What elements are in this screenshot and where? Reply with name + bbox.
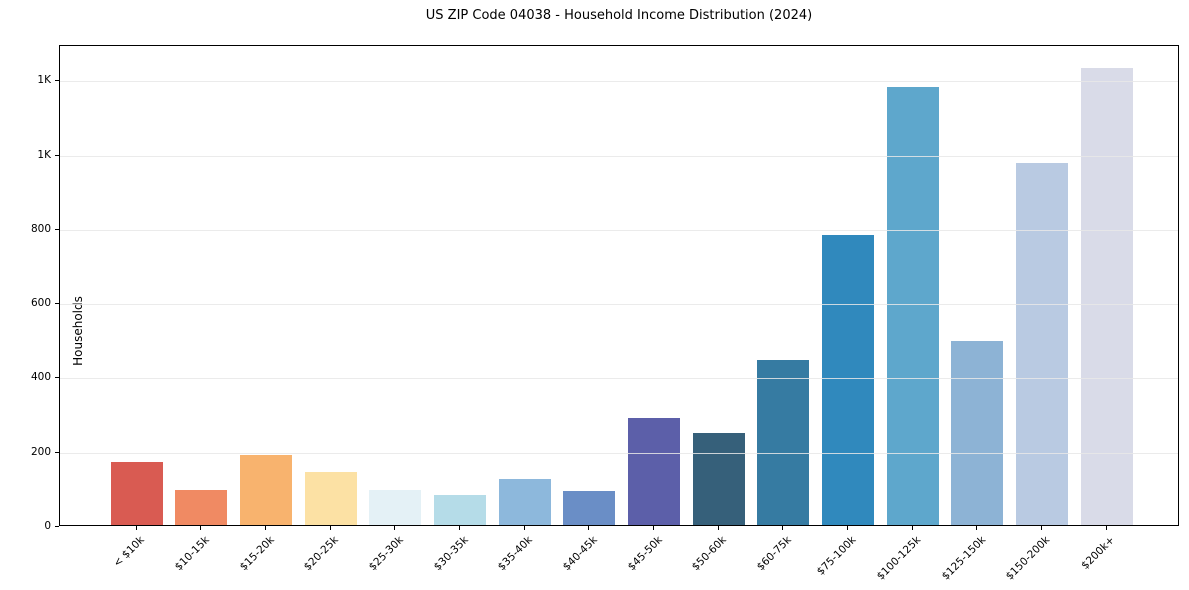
x-tick-label-$10-15k: $10-15k [172, 534, 212, 574]
bar-$40-45k [563, 490, 616, 525]
bar-$30-35k [434, 495, 486, 525]
x-tick-mark-$15-20k [265, 526, 267, 530]
x-tick-mark-$100-125k [911, 526, 913, 530]
bar-$25-30k [369, 489, 422, 525]
x-tick-mark-$30-35k [459, 526, 460, 530]
x-tick-label-$20-25k: $20-25k [302, 534, 342, 574]
x-tick-mark-$10-15k [200, 526, 202, 530]
bar-$20-25k [304, 472, 357, 525]
gridline-400 [60, 378, 1178, 380]
x-tick-label-$75-100k: $75-100k [814, 534, 859, 578]
y-axis-label: Households [71, 296, 85, 366]
bar-$150-200k [1015, 163, 1068, 525]
y-tick-mark-800 [55, 228, 59, 230]
x-tick-mark-$150-200k [1040, 526, 1042, 530]
y-tick-label-800: 800 [30, 222, 51, 235]
bar-$60-75k [757, 360, 810, 525]
bar-$100-125k [886, 87, 939, 525]
x-tick-label-$30-35k: $30-35k [431, 534, 471, 574]
y-tick-mark-0 [55, 526, 59, 527]
x-tick-label-$45-50k: $45-50k [625, 534, 665, 574]
x-tick-mark-$45-50k [652, 526, 654, 530]
y-tick-mark-400 [55, 377, 59, 379]
gridline-200 [60, 452, 1178, 454]
bar-$50-60k [692, 433, 745, 525]
y-tick-label-400: 400 [30, 371, 51, 384]
x-tick-label-$200k+: $200k+ [1079, 534, 1118, 572]
x-tick-label-$15-20k: $15-20k [237, 534, 277, 574]
chart-title: US ZIP Code 04038 - Household Income Dis… [425, 8, 813, 23]
gridline-1200 [60, 81, 1178, 83]
x-tick-mark-$75-100k [846, 526, 848, 530]
x-tick-label-$25-30k: $25-30k [366, 534, 406, 574]
plot-area: Households [59, 45, 1179, 526]
gridline-600 [60, 304, 1178, 306]
bar-$200k+ [1080, 67, 1133, 525]
gridline-800 [60, 229, 1178, 231]
y-tick-label-0: 0 [44, 520, 51, 532]
x-tick-label-$150-200k: $150-200k [1003, 534, 1053, 583]
x-tick-mark-$25-30k [394, 526, 396, 530]
x-tick-label-$40-45k: $40-45k [560, 534, 600, 574]
x-tick-mark-$35-40k [523, 526, 525, 530]
bar-$15-20k [240, 454, 293, 525]
bar-$125-150k [951, 341, 1004, 525]
bar-$10-15k [175, 490, 228, 525]
y-tick-mark-1K [55, 80, 59, 82]
x-tick-mark-< $10k [135, 526, 137, 530]
x-tick-mark-$125-150k [976, 526, 978, 530]
y-tick-mark-1K [55, 154, 59, 156]
y-tick-label-200: 200 [30, 445, 51, 458]
x-tick-label-< $10k: < $10k [111, 534, 148, 570]
x-tick-label-$125-150k: $125-150k [939, 534, 988, 583]
x-tick-label-$50-60k: $50-60k [690, 534, 730, 574]
bar-$35-40k [498, 478, 551, 525]
bar-$45-50k [627, 418, 680, 525]
x-tick-mark-$20-25k [329, 526, 331, 530]
x-tick-mark-$50-60k [717, 526, 719, 530]
y-tick-label-600: 600 [30, 297, 51, 310]
y-tick-label-1K: 1K [37, 74, 51, 87]
x-tick-mark-$200k+ [1105, 526, 1107, 530]
gridline-1000 [60, 155, 1178, 157]
y-tick-mark-200 [55, 451, 59, 453]
y-tick-mark-600 [55, 303, 59, 305]
x-tick-mark-$40-45k [588, 526, 590, 530]
x-tick-label-$100-125k: $100-125k [874, 534, 924, 583]
y-tick-label-1K: 1K [37, 148, 51, 161]
x-tick-label-$35-40k: $35-40k [496, 534, 536, 574]
bar-< $10k [110, 461, 163, 525]
bar-$75-100k [821, 234, 874, 525]
x-tick-mark-$60-75k [782, 526, 784, 530]
x-tick-label-$60-75k: $60-75k [754, 534, 794, 574]
